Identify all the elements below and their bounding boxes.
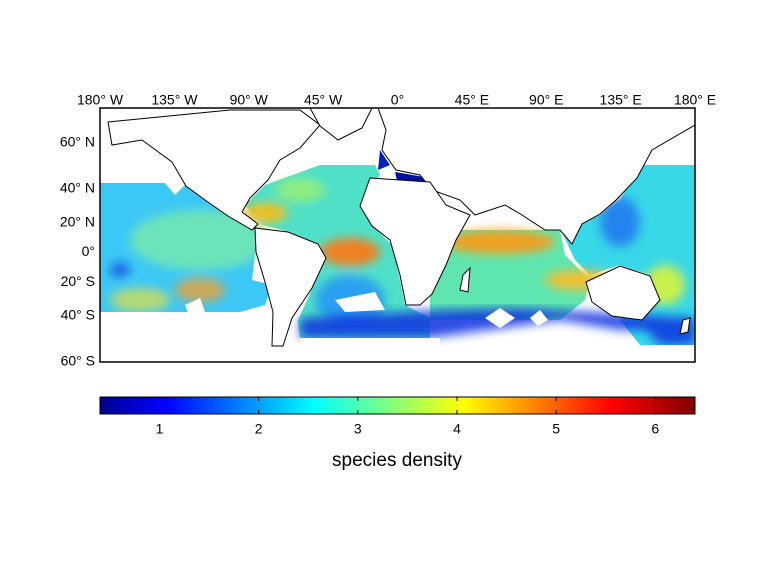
lon-labels: 180° W 135° W 90° W 45° W 0° 45° E 90° E 135° E… [77,92,716,108]
lon-tick-label: 45° W [304,92,343,108]
lon-tick-label: 45° E [455,92,489,108]
lat-tick-label: 20° N [60,213,95,229]
density-hotspots [110,178,685,325]
lat-labels: 60° N 40° N 20° N 0° 20° S 40° S 60° S [60,134,95,369]
continents [107,108,695,347]
colorbar-ticks: 1 2 3 4 5 6 [156,397,659,437]
colorbar-tick-label: 5 [552,421,560,437]
lat-tick-label: 20° S [61,273,95,289]
lon-tick-label: 135° W [151,92,198,108]
lon-tick-label: 0° [391,92,404,108]
lat-tick-label: 60° S [61,353,95,369]
lat-tick-label: 40° S [61,307,95,323]
colorbar-tick-label: 3 [354,421,362,437]
map-frame [99,107,696,363]
colorbar-tick-label: 2 [255,421,263,437]
lon-tick-label: 180° W [77,92,124,108]
lon-tick-label: 90° E [529,92,563,108]
map [100,108,695,362]
colorbar-label: species density [332,450,462,471]
colorbar-tick-label: 6 [651,421,659,437]
lon-tick-label: 135° E [600,92,642,108]
colorbar-tick-label: 1 [156,421,164,437]
colorbar [99,396,696,415]
colorbar-tick-label: 4 [453,421,461,437]
lat-tick-label: 40° N [60,180,95,196]
no-data-gaps [100,292,695,362]
lon-tick-label: 180° E [674,92,716,108]
lat-tick-label: 0° [82,243,95,259]
lat-tick-label: 60° N [60,134,95,150]
lon-tick-label: 90° W [230,92,269,108]
